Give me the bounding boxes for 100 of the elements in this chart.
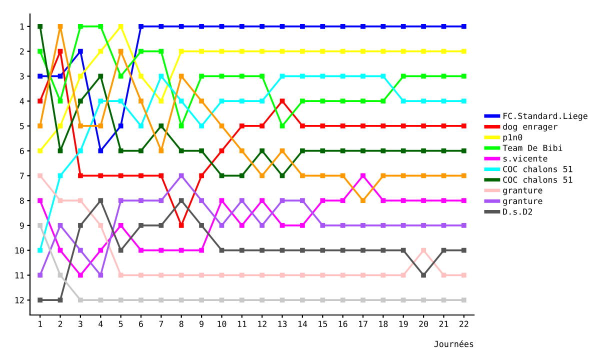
point xyxy=(178,248,184,253)
point xyxy=(239,223,244,228)
point xyxy=(421,98,426,104)
point xyxy=(300,173,305,178)
y-tick-label: 6 xyxy=(20,148,24,154)
point xyxy=(360,98,366,104)
point xyxy=(239,173,244,178)
point xyxy=(78,74,83,79)
legend-label: Team De Bibi xyxy=(502,144,562,152)
point xyxy=(260,148,265,154)
point xyxy=(158,173,164,178)
point xyxy=(158,223,164,228)
point xyxy=(461,74,466,79)
point xyxy=(138,173,144,178)
point xyxy=(280,124,285,128)
x-tick-label: 8 xyxy=(179,320,184,328)
point xyxy=(219,24,224,29)
point xyxy=(78,124,83,128)
point xyxy=(199,298,204,303)
point xyxy=(38,74,43,79)
point xyxy=(380,98,386,104)
point xyxy=(38,98,43,104)
point xyxy=(300,272,305,278)
point xyxy=(58,248,63,253)
point xyxy=(441,98,446,104)
point xyxy=(400,298,406,303)
legend-label: D.s.D2 xyxy=(503,208,532,215)
point xyxy=(421,223,426,228)
x-tick-label: 4 xyxy=(98,320,103,327)
point xyxy=(260,173,265,178)
point xyxy=(38,248,43,253)
point xyxy=(380,48,386,54)
y-tick-label: 11 xyxy=(15,272,24,278)
point xyxy=(118,298,124,303)
point xyxy=(360,148,366,154)
point xyxy=(239,74,244,79)
point xyxy=(219,74,224,79)
point xyxy=(219,272,224,278)
point xyxy=(461,173,466,178)
point xyxy=(320,98,326,104)
point xyxy=(118,248,124,253)
point xyxy=(58,74,63,79)
point xyxy=(178,24,184,29)
point xyxy=(340,74,346,79)
x-tick-label: 1 xyxy=(38,320,42,327)
point xyxy=(360,24,366,29)
x-tick-label: 15 xyxy=(318,320,327,328)
point xyxy=(138,248,144,253)
point xyxy=(421,198,426,203)
point xyxy=(158,24,164,29)
point xyxy=(441,272,446,278)
point xyxy=(98,148,104,154)
point xyxy=(260,223,265,228)
legend-label: granture xyxy=(503,198,542,206)
x-tick-label: 14 xyxy=(298,320,308,327)
point xyxy=(239,298,244,303)
point xyxy=(441,48,446,54)
point xyxy=(461,124,466,128)
point xyxy=(158,198,164,203)
point xyxy=(340,173,346,178)
point xyxy=(280,173,285,178)
point xyxy=(300,74,305,79)
point xyxy=(98,48,104,54)
point xyxy=(421,124,426,128)
point xyxy=(340,148,346,154)
point xyxy=(400,148,406,154)
point xyxy=(461,272,466,278)
legend-label: s.vicente xyxy=(503,155,548,162)
point xyxy=(199,223,204,228)
point xyxy=(360,173,366,178)
point xyxy=(138,124,144,128)
point xyxy=(360,198,366,203)
point xyxy=(421,148,426,154)
point xyxy=(98,173,104,178)
x-tick-label: 10 xyxy=(218,320,226,328)
point xyxy=(380,272,386,278)
point xyxy=(441,148,446,154)
point xyxy=(199,24,204,29)
point xyxy=(360,74,366,79)
point xyxy=(199,98,204,104)
point xyxy=(360,272,366,278)
point xyxy=(78,148,83,154)
point xyxy=(58,298,63,303)
point xyxy=(219,248,224,253)
point xyxy=(421,248,426,253)
point xyxy=(58,98,63,104)
point xyxy=(58,48,63,54)
point xyxy=(421,74,426,79)
point xyxy=(98,124,104,128)
point xyxy=(320,173,326,178)
point xyxy=(380,124,386,128)
x-tick-label: 21 xyxy=(439,320,448,327)
point xyxy=(380,298,386,303)
point xyxy=(320,298,326,303)
point xyxy=(340,248,346,253)
point xyxy=(400,24,406,29)
x-tick-label: 5 xyxy=(118,320,123,328)
x-tick-label: 3 xyxy=(78,320,82,328)
point xyxy=(118,173,124,178)
point xyxy=(219,173,224,178)
